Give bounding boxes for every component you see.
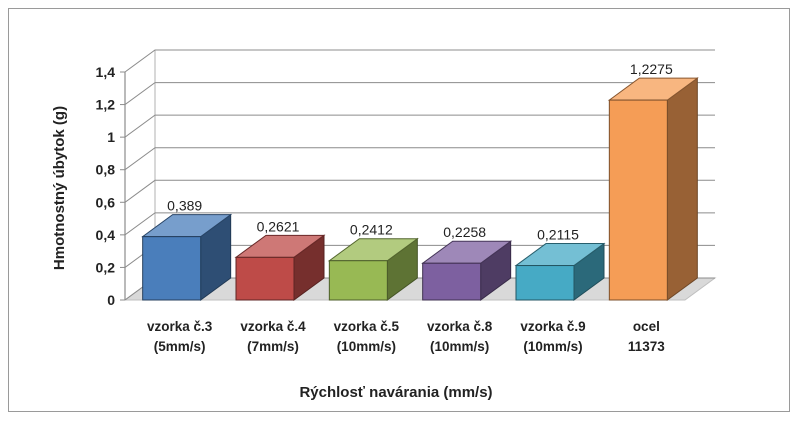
x-category-label: vzorka č.8 (10mm/s)	[427, 319, 493, 354]
bar-side	[666, 77, 698, 301]
x-category-label: vzorka č.9 (10mm/s)	[520, 319, 585, 354]
data-label: 0,2258	[443, 224, 486, 240]
data-label: 0,2115	[537, 227, 579, 243]
gridline	[124, 114, 715, 138]
gridline	[124, 212, 715, 236]
gridline	[124, 147, 715, 171]
bar	[327, 237, 419, 301]
x-category-label: vzorka č.4 (7mm/s)	[240, 319, 306, 354]
gridline	[124, 179, 715, 203]
data-label: 1,2275	[630, 61, 673, 77]
data-labels: 0,389 0,2621 0,2412 0,2258 0,2115 1,2275	[167, 61, 673, 242]
y-tick-label: 0,6	[96, 194, 116, 210]
y-tick-label: 0,8	[96, 162, 116, 178]
data-label: 0,2412	[350, 222, 393, 238]
bar	[234, 234, 326, 301]
bar-front	[235, 256, 295, 301]
y-tick-label: 1	[107, 129, 115, 145]
x-category-label: ocel 11373	[628, 319, 665, 354]
y-tick-label: 1,2	[96, 97, 116, 113]
x-category-label: vzorka č.3 (5mm/s)	[147, 319, 213, 354]
gridline	[124, 82, 715, 105]
bar-front	[515, 265, 575, 301]
bar-front	[328, 260, 388, 301]
x-category-labels: vzorka č.3 (5mm/s) vzorka č.4 (7mm/s) vzorka…	[147, 319, 665, 354]
bar-front	[142, 236, 202, 301]
back-wall	[155, 50, 715, 278]
gridline	[124, 49, 715, 73]
y-tick-label: 1,4	[96, 64, 116, 80]
bar-front	[608, 99, 668, 301]
bar-front	[422, 262, 482, 301]
data-label: 0,389	[167, 198, 202, 214]
bars	[141, 77, 699, 301]
y-tick-label: 0,2	[96, 259, 116, 275]
y-tick-labels: 0 0,2 0,4 0,6 0,8 1 1,2 1,4	[96, 64, 116, 308]
y-tick-label: 0	[107, 292, 115, 308]
bar	[421, 240, 513, 301]
bar	[141, 213, 233, 301]
data-label: 0,2621	[257, 218, 300, 234]
x-category-label: vzorka č.5 (10mm/s)	[334, 319, 400, 354]
x-axis-title: Rýchlosť navárania (mm/s)	[299, 384, 492, 401]
bar	[514, 242, 606, 301]
bar	[607, 77, 699, 301]
y-tick-label: 0,4	[96, 227, 116, 243]
y-axis-title: Hmotnostný úbytok (g)	[51, 106, 68, 270]
